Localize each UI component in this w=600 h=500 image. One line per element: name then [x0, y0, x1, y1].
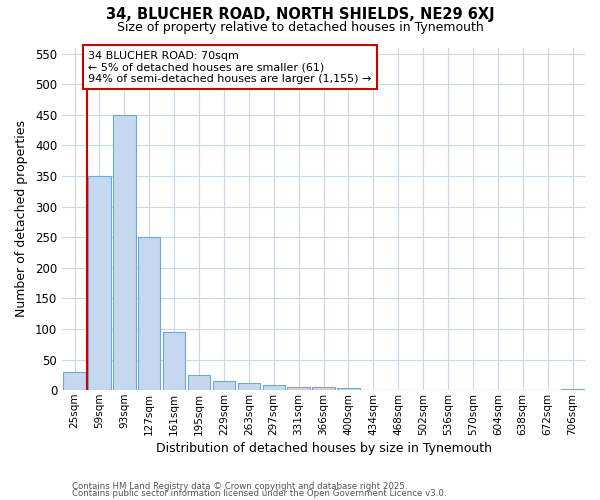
- X-axis label: Distribution of detached houses by size in Tynemouth: Distribution of detached houses by size …: [155, 442, 491, 455]
- Bar: [562, 389, 584, 390]
- Text: Contains HM Land Registry data © Crown copyright and database right 2025.: Contains HM Land Registry data © Crown c…: [72, 482, 407, 491]
- Bar: [188, 375, 210, 390]
- Text: 34, BLUCHER ROAD, NORTH SHIELDS, NE29 6XJ: 34, BLUCHER ROAD, NORTH SHIELDS, NE29 6X…: [106, 8, 494, 22]
- Bar: [313, 387, 335, 390]
- Bar: [64, 372, 86, 390]
- Bar: [213, 381, 235, 390]
- Bar: [263, 386, 285, 390]
- Bar: [287, 387, 310, 390]
- Bar: [138, 237, 160, 390]
- Text: Size of property relative to detached houses in Tynemouth: Size of property relative to detached ho…: [116, 22, 484, 35]
- Bar: [238, 383, 260, 390]
- Bar: [163, 332, 185, 390]
- Bar: [113, 115, 136, 390]
- Text: Contains public sector information licensed under the Open Government Licence v3: Contains public sector information licen…: [72, 489, 446, 498]
- Bar: [337, 388, 359, 390]
- Y-axis label: Number of detached properties: Number of detached properties: [15, 120, 28, 318]
- Text: 34 BLUCHER ROAD: 70sqm
← 5% of detached houses are smaller (61)
94% of semi-deta: 34 BLUCHER ROAD: 70sqm ← 5% of detached …: [88, 50, 371, 84]
- Bar: [88, 176, 110, 390]
